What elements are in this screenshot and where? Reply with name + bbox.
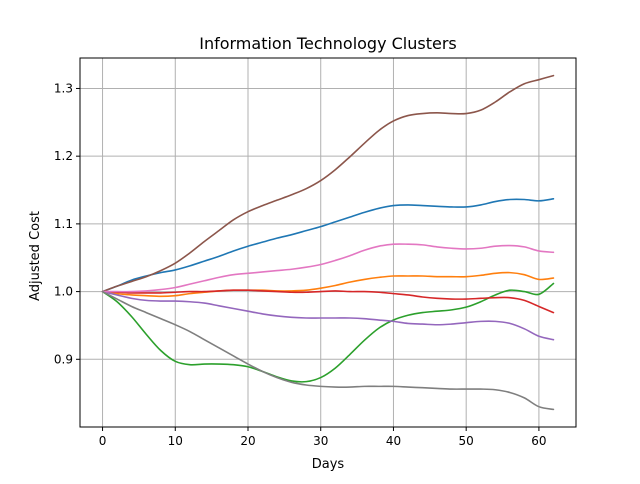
chart-title: Information Technology Clusters [199, 34, 457, 53]
series-line-6 [101, 74, 555, 293]
y-tick-label: 1.3 [54, 81, 73, 95]
series-line-5 [101, 290, 555, 341]
y-axis-label: Adjusted Cost [28, 211, 43, 301]
x-tick-label: 40 [386, 434, 401, 448]
x-tick-label: 10 [168, 434, 183, 448]
plot-frame [79, 57, 577, 428]
series-layer [101, 74, 555, 411]
y-tick-label: 1.1 [54, 217, 73, 231]
y-tick-label: 1.0 [54, 285, 73, 299]
series-line-4 [101, 289, 555, 314]
series-line-2 [101, 271, 555, 298]
ticks: 0 10 20 30 40 50 60 0.9 1.0 1.1 1.2 1.3 [54, 81, 547, 448]
x-axis-label: Days [312, 457, 345, 472]
series-line-1 [101, 198, 555, 293]
x-tick-label: 60 [531, 434, 546, 448]
series-line-8 [101, 290, 555, 411]
y-tick-label: 0.9 [54, 352, 73, 366]
series-line-7 [101, 243, 555, 293]
x-tick-label: 0 [99, 434, 107, 448]
x-tick-label: 30 [313, 434, 328, 448]
series-line-3 [101, 282, 555, 383]
y-tick-label: 1.2 [54, 149, 73, 163]
x-tick-label: 50 [459, 434, 474, 448]
x-tick-label: 20 [240, 434, 255, 448]
